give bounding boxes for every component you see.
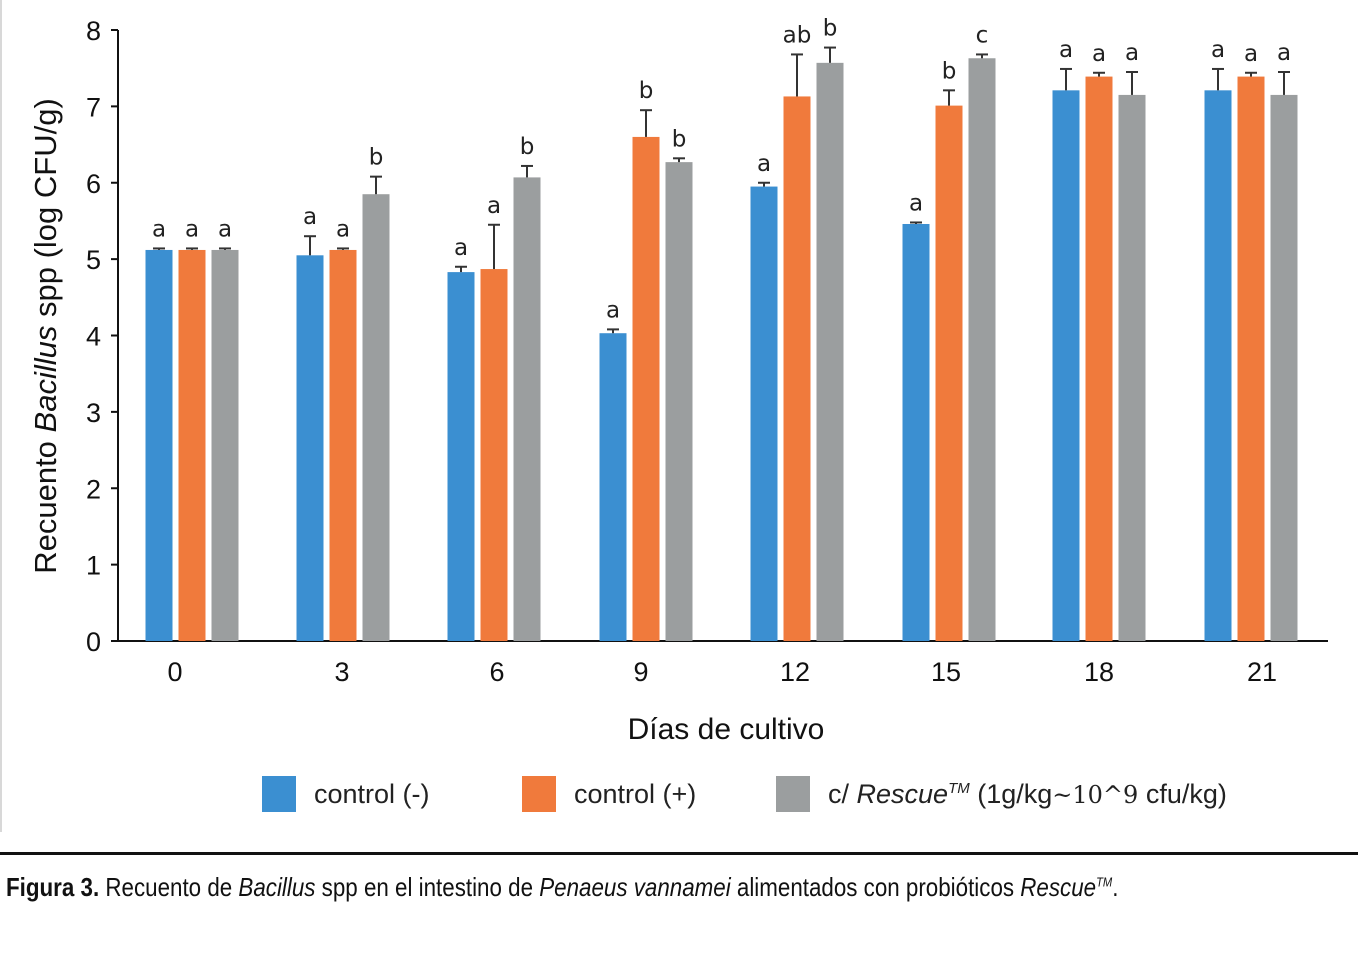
significance-label: ab bbox=[783, 22, 812, 48]
significance-label: b bbox=[942, 58, 957, 84]
bar bbox=[1237, 76, 1265, 642]
caption-text-2: spp en el intestino de bbox=[315, 872, 540, 902]
legend-swatch-control-pos bbox=[522, 776, 556, 812]
significance-label: a bbox=[1059, 37, 1073, 63]
caption-end: . bbox=[1112, 872, 1119, 902]
caption-text-1: Recuento de bbox=[99, 872, 239, 902]
significance-label: a bbox=[1244, 41, 1258, 67]
x-tick-label: 0 bbox=[167, 657, 182, 687]
y-tick-label: 4 bbox=[86, 322, 101, 352]
y-tick-label: 7 bbox=[86, 92, 101, 122]
significance-label: b bbox=[639, 78, 654, 104]
bar bbox=[632, 136, 660, 642]
legend-item-control-neg: control (-) bbox=[262, 772, 430, 816]
legend-rescue-tm: TM bbox=[948, 779, 970, 797]
bar bbox=[329, 249, 357, 641]
y-axis-title-italic: Bacillus bbox=[28, 326, 63, 433]
y-axis-title-suffix: spp (log CFU/g) bbox=[28, 98, 63, 325]
significance-label: a bbox=[909, 190, 923, 216]
significance-label: a bbox=[454, 235, 468, 261]
bar bbox=[1118, 94, 1146, 641]
legend-label-rescue: c/ RescueTM (1g/kg~10^9 cfu/kg) bbox=[828, 779, 1227, 810]
bar bbox=[296, 255, 324, 641]
bar bbox=[1270, 94, 1298, 641]
caption-rescue: Rescue bbox=[1020, 872, 1097, 902]
bar bbox=[902, 223, 930, 641]
bar bbox=[1052, 90, 1080, 642]
significance-label: a bbox=[1211, 37, 1225, 63]
y-axis-title-prefix: Recuento bbox=[28, 432, 63, 573]
bar bbox=[935, 105, 963, 641]
significance-label: a bbox=[185, 216, 199, 242]
bar bbox=[362, 194, 390, 642]
bar bbox=[178, 249, 206, 641]
significance-label: a bbox=[218, 216, 232, 242]
legend-rescue-dose: (1g/kg bbox=[969, 778, 1053, 809]
significance-label: a bbox=[1277, 40, 1291, 66]
y-tick-label: 3 bbox=[86, 398, 101, 428]
significance-label: a bbox=[152, 216, 166, 242]
significance-label: a bbox=[1092, 41, 1106, 67]
significance-label: a bbox=[1125, 40, 1139, 66]
bar bbox=[599, 333, 627, 641]
significance-label: a bbox=[336, 216, 350, 242]
significance-label: a bbox=[606, 297, 620, 323]
caption-rule bbox=[0, 852, 1358, 855]
legend-label-control-neg: control (-) bbox=[314, 778, 430, 809]
significance-label: b bbox=[369, 145, 384, 171]
legend-item-rescue: c/ RescueTM (1g/kg~10^9 cfu/kg) bbox=[776, 772, 1227, 816]
bar bbox=[750, 186, 778, 641]
legend-swatch-control-neg bbox=[262, 776, 296, 812]
bar bbox=[447, 272, 475, 641]
legend-label-control-pos: control (+) bbox=[574, 778, 697, 809]
bar bbox=[480, 269, 508, 641]
legend-rescue-prefix: c/ bbox=[828, 778, 857, 809]
x-tick-label: 6 bbox=[489, 657, 504, 687]
figure-caption: Figura 3. Recuento de Bacillus spp en el… bbox=[6, 872, 1167, 903]
legend-rescue-unit: cfu/kg) bbox=[1138, 778, 1227, 809]
x-tick-label: 12 bbox=[780, 657, 810, 687]
significance-label: c bbox=[976, 22, 989, 48]
bar bbox=[968, 58, 996, 642]
significance-label: a bbox=[487, 193, 501, 219]
x-tick-label: 3 bbox=[334, 657, 349, 687]
bar bbox=[513, 177, 541, 641]
y-tick-label: 0 bbox=[86, 627, 101, 657]
caption-species: Penaeus vannamei bbox=[539, 872, 731, 902]
y-axis-title: Recuento Bacillus spp (log CFU/g) bbox=[28, 98, 63, 574]
y-tick-label: 8 bbox=[86, 16, 101, 46]
caption-text-3: alimentados con probióticos bbox=[730, 872, 1021, 902]
y-tick-label: 1 bbox=[86, 551, 101, 581]
x-axis-title: Días de cultivo bbox=[628, 713, 825, 746]
panel-border bbox=[0, 0, 2, 832]
bar bbox=[1085, 76, 1113, 642]
significance-label: b bbox=[520, 134, 535, 160]
x-tick-label: 15 bbox=[931, 657, 961, 687]
bar bbox=[665, 162, 693, 641]
legend-rescue-name: Rescue bbox=[856, 778, 949, 809]
bar bbox=[211, 249, 239, 641]
significance-label: a bbox=[303, 204, 317, 230]
y-tick-label: 6 bbox=[86, 169, 101, 199]
legend: control (-) control (+) c/ RescueTM (1g/… bbox=[0, 772, 1358, 816]
legend-item-control-pos: control (+) bbox=[522, 772, 696, 816]
significance-label: a bbox=[757, 151, 771, 177]
caption-figure-number: Figura 3. bbox=[6, 872, 100, 902]
x-tick-label: 9 bbox=[633, 657, 648, 687]
y-tick-label: 2 bbox=[86, 474, 101, 504]
legend-rescue-exp: ~10^9 bbox=[1052, 780, 1139, 809]
x-tick-label: 21 bbox=[1247, 657, 1277, 687]
significance-label: b bbox=[823, 16, 838, 42]
legend-swatch-rescue bbox=[776, 776, 810, 812]
x-tick-label: 18 bbox=[1084, 657, 1114, 687]
bar bbox=[816, 62, 844, 642]
caption-bacillus: Bacillus bbox=[238, 872, 316, 902]
bar bbox=[145, 249, 173, 641]
caption-tm: TM bbox=[1096, 874, 1113, 890]
y-tick-label: 5 bbox=[86, 245, 101, 275]
significance-label: b bbox=[672, 126, 687, 152]
bar bbox=[1204, 90, 1232, 642]
bar bbox=[783, 96, 811, 642]
